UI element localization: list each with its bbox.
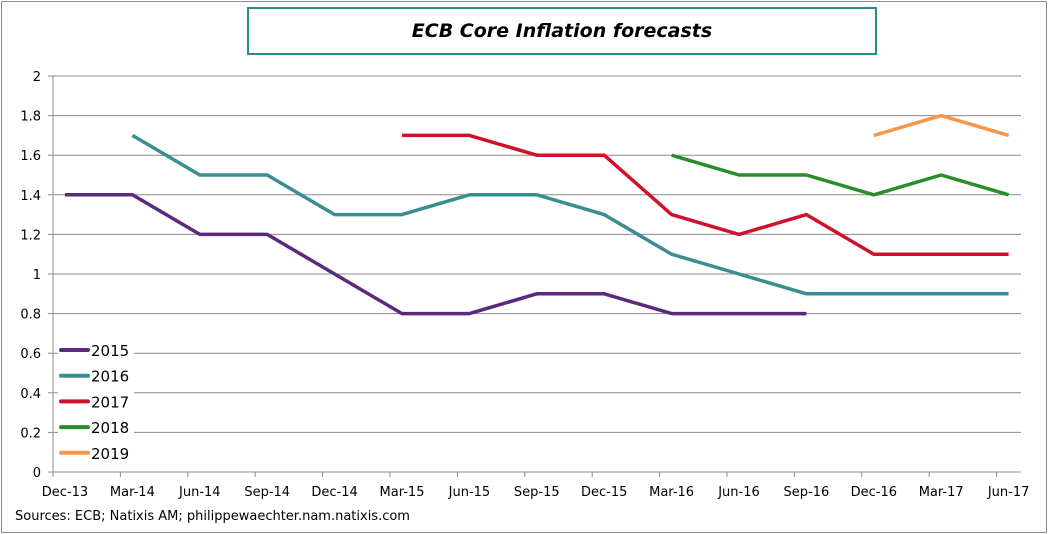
legend-bg — [58, 339, 134, 361]
y-tick-label: 0.2 — [20, 426, 41, 441]
legend-bg — [58, 390, 134, 413]
y-tick-label: 1.4 — [20, 189, 41, 204]
x-tick-label: Dec-16 — [851, 485, 897, 500]
series-line-2018 — [671, 153, 1010, 197]
x-tick-label: Jun-17 — [987, 485, 1030, 500]
x-tick-label: Jun-15 — [448, 485, 491, 500]
legend-label: 2016 — [91, 368, 129, 386]
legend-label: 2019 — [91, 445, 129, 463]
x-tick-label: Dec-15 — [581, 485, 627, 500]
legend-label: 2018 — [91, 419, 129, 437]
y-tick-label: 1.8 — [20, 110, 41, 125]
y-tick-label: 1.6 — [20, 149, 41, 164]
legend-label: 2017 — [91, 393, 129, 411]
y-tick-label: 1 — [33, 268, 41, 283]
y-tick-label: 0.8 — [20, 308, 41, 323]
y-tick-label: 0 — [33, 466, 41, 481]
x-tick-label: Jun-16 — [717, 485, 760, 500]
x-tick-label: Mar-15 — [380, 485, 425, 500]
legend-bg — [58, 416, 134, 439]
x-tick-label: Dec-13 — [42, 485, 88, 500]
legend-label: 2015 — [91, 342, 129, 360]
series-line-2015 — [65, 193, 807, 316]
source-note: Sources: ECB; Natixis AM; philippewaecht… — [15, 509, 410, 524]
series-line-2017 — [402, 133, 1009, 256]
series-line-2019 — [873, 113, 1010, 138]
legend-bg — [58, 441, 134, 464]
legend-bg — [58, 364, 134, 387]
y-tick-label: 0.4 — [20, 387, 41, 402]
y-tick-label: 1.2 — [20, 228, 41, 243]
x-tick-label: Jun-14 — [178, 485, 221, 500]
chart-title: ECB Core Inflation forecasts — [247, 7, 877, 55]
x-tick-label: Mar-16 — [649, 485, 694, 500]
series-line-2016 — [131, 133, 1009, 296]
y-tick-label: 2 — [33, 70, 41, 85]
y-tick-label: 0.6 — [20, 347, 41, 362]
x-tick-label: Sep-16 — [784, 485, 830, 500]
x-tick-label: Mar-17 — [919, 485, 964, 500]
x-tick-label: Dec-14 — [311, 485, 357, 500]
x-tick-label: Sep-14 — [244, 485, 290, 500]
x-tick-label: Mar-14 — [110, 485, 155, 500]
x-tick-label: Sep-15 — [514, 485, 560, 500]
